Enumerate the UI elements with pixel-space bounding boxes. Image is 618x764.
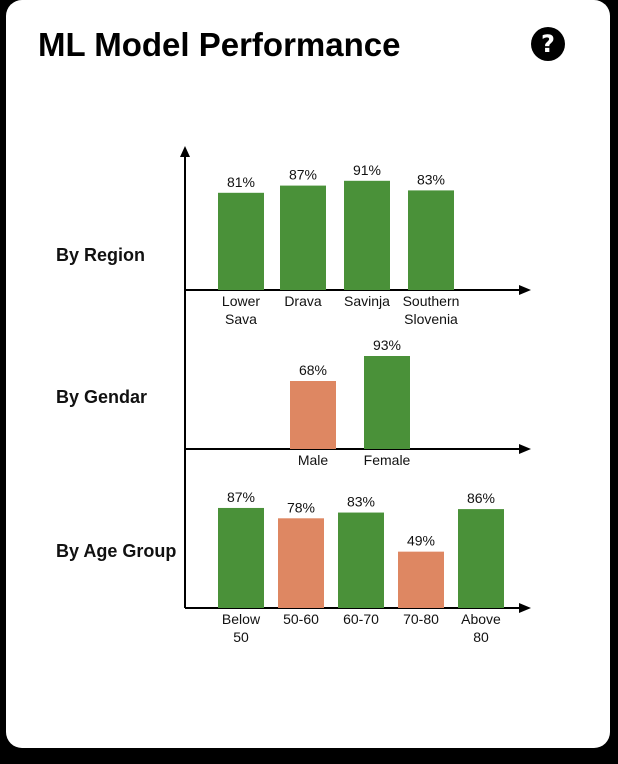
- x-axis-arrow-by-age-group: [519, 603, 531, 613]
- category-label-by-region-1: Drava: [284, 293, 322, 309]
- x-axis-arrow-by-region: [519, 285, 531, 295]
- question-circle-icon[interactable]: ?: [531, 27, 565, 61]
- category-label-line: Savinja: [344, 293, 390, 309]
- value-label-by-gendar-0: 68%: [299, 362, 327, 378]
- category-label-line: 70-80: [403, 611, 439, 627]
- category-label-by-region-3: Southern Slovenia: [403, 293, 460, 327]
- category-label-line: 50: [233, 629, 249, 645]
- category-label-line: Female: [364, 452, 411, 468]
- group-label-by-gendar: By Gendar: [56, 387, 147, 407]
- value-label-by-age-group-2: 83%: [347, 494, 375, 510]
- bar-by-region-3: [408, 190, 454, 290]
- category-label-line: 50-60: [283, 611, 319, 627]
- value-label-by-region-1: 87%: [289, 167, 317, 183]
- category-label-by-age-group-1: 50-60: [283, 611, 319, 627]
- bar-by-age-group-3: [398, 551, 444, 608]
- chart-card: [6, 0, 610, 748]
- category-label-line: 80: [473, 629, 489, 645]
- category-label-line: Sava: [225, 311, 257, 327]
- bar-by-gendar-0: [290, 381, 336, 449]
- category-label-by-age-group-3: 70-80: [403, 611, 439, 627]
- group-label-by-region: By Region: [56, 245, 145, 265]
- y-axis-arrow: [180, 146, 190, 157]
- category-label-by-age-group-2: 60-70: [343, 611, 379, 627]
- bar-by-gendar-1: [364, 356, 410, 449]
- bar-by-age-group-1: [278, 518, 324, 608]
- value-label-by-region-3: 83%: [417, 171, 445, 187]
- value-label-by-region-2: 91%: [353, 162, 381, 178]
- group-label-by-age-group: By Age Group: [56, 541, 176, 561]
- bar-by-age-group-4: [458, 509, 504, 608]
- bar-by-region-2: [344, 180, 390, 290]
- bar-by-age-group-2: [338, 512, 384, 608]
- category-label-by-gendar-0: Male: [298, 452, 329, 468]
- bar-by-age-group-0: [218, 507, 264, 608]
- bar-by-region-1: [280, 185, 326, 290]
- value-label-by-age-group-0: 87%: [227, 489, 255, 505]
- bar-by-region-0: [218, 192, 264, 290]
- category-label-by-region-2: Savinja: [344, 293, 390, 309]
- value-label-by-age-group-3: 49%: [407, 533, 435, 549]
- category-label-line: Male: [298, 452, 329, 468]
- category-label-by-gendar-1: Female: [364, 452, 411, 468]
- page-title: ML Model Performance: [38, 26, 401, 63]
- x-axis-arrow-by-gendar: [519, 444, 531, 454]
- category-label-line: Above: [461, 611, 501, 627]
- category-label-line: Slovenia: [404, 311, 458, 327]
- category-label-line: 60-70: [343, 611, 379, 627]
- category-label-line: Lower: [222, 293, 260, 309]
- value-label-by-age-group-4: 86%: [467, 490, 495, 506]
- value-label-by-age-group-1: 78%: [287, 499, 315, 515]
- category-label-by-age-group-0: Below 50: [222, 611, 261, 645]
- category-label-line: Below: [222, 611, 261, 627]
- value-label-by-region-0: 81%: [227, 174, 255, 190]
- category-label-by-age-group-4: Above 80: [461, 611, 501, 645]
- category-label-by-region-0: Lower Sava: [222, 293, 260, 327]
- value-label-by-gendar-1: 93%: [373, 337, 401, 353]
- category-label-line: Southern: [403, 293, 460, 309]
- category-label-line: Drava: [284, 293, 322, 309]
